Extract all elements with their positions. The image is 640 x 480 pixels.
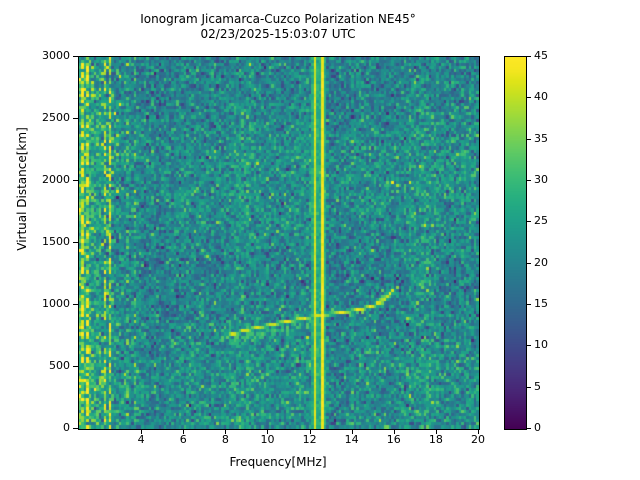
x-tick-mark: [225, 429, 227, 434]
colorbar-tick-mark: [526, 428, 531, 429]
colorbar-tick-label: 20: [534, 255, 548, 269]
x-tick-mark: [309, 429, 311, 434]
x-tick-mark: [393, 429, 395, 434]
colorbar-tick-mark: [526, 262, 531, 264]
y-tick-mark: [73, 180, 78, 181]
y-tick-label: 2500: [42, 111, 70, 124]
colorbar-tick-label: 0: [534, 421, 541, 434]
figure-title: Ionogram Jicamarca-Cuzco Polarization NE…: [140, 12, 416, 41]
x-tick-mark: [435, 429, 437, 434]
x-axis-label: Frequency[MHz]: [229, 455, 327, 469]
y-tick-mark: [73, 56, 78, 57]
colorbar-tick-mark: [526, 180, 531, 181]
colorbar-tick-mark: [526, 138, 531, 140]
x-tick-mark: [351, 429, 353, 434]
ionogram-heatmap-canvas: [79, 57, 479, 429]
x-tick-label: 8: [221, 433, 229, 446]
y-tick-label: 3000: [42, 49, 70, 62]
x-tick-mark: [183, 429, 185, 434]
x-tick-mark: [267, 429, 269, 434]
x-tick-label: 14: [344, 433, 359, 446]
y-tick-label: 1500: [42, 235, 70, 248]
colorbar-tick-label: 30: [534, 173, 548, 186]
colorbar-tick-label: 10: [534, 338, 548, 352]
colorbar-tick-mark: [526, 56, 531, 57]
y-tick-mark: [73, 242, 78, 243]
x-tick-label: 16: [386, 433, 401, 446]
colorbar-tick-mark: [526, 345, 531, 347]
colorbar-tick-mark: [526, 304, 531, 305]
x-tick-label: 10: [260, 433, 275, 446]
x-tick-label: 20: [471, 433, 485, 446]
y-tick-mark: [73, 366, 78, 367]
x-tick-mark: [478, 429, 479, 434]
colorbar-tick-mark: [526, 386, 531, 388]
y-tick-label: 2000: [42, 173, 70, 186]
y-tick-mark: [73, 304, 78, 305]
x-tick-label: 6: [179, 433, 187, 446]
colorbar-tick-label: 40: [534, 90, 548, 104]
x-tick-mark: [141, 429, 143, 434]
y-tick-mark: [73, 428, 78, 429]
x-tick-label: 12: [302, 433, 317, 446]
plot-area: [78, 56, 480, 430]
y-tick-label: 500: [49, 359, 70, 372]
x-tick-label: 4: [137, 433, 145, 446]
colorbar-tick-label: 35: [534, 131, 548, 145]
y-tick-mark: [73, 118, 78, 119]
colorbar-tick-label: 5: [534, 379, 541, 393]
colorbar-gradient: [505, 57, 526, 429]
x-tick-label: 18: [428, 433, 443, 446]
colorbar-tick-mark: [526, 97, 531, 99]
colorbar-tick-label: 15: [534, 297, 548, 310]
y-tick-label: 1000: [42, 297, 70, 310]
colorbar-tick-label: 25: [534, 214, 548, 228]
colorbar-tick-mark: [526, 221, 531, 223]
colorbar-tick-label: 45: [534, 49, 548, 62]
colorbar: [504, 56, 527, 430]
y-tick-label: 0: [63, 421, 70, 434]
